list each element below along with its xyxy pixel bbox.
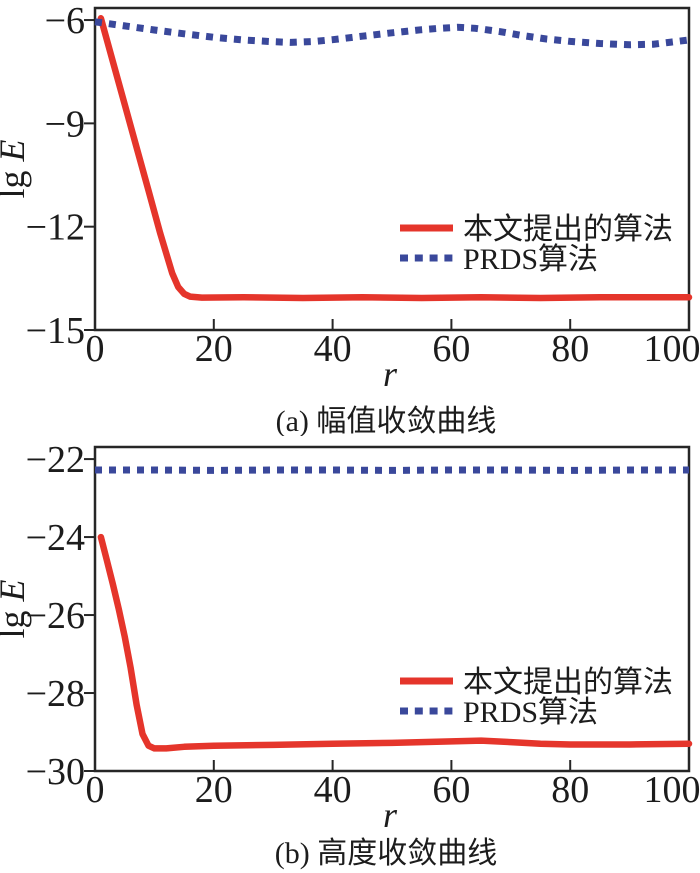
- x-axis-label: r: [383, 795, 398, 835]
- x-tick-label: 20: [195, 328, 233, 370]
- y-axis-label: lgE: [0, 579, 32, 638]
- y-tick-label: −24: [26, 517, 85, 559]
- height-convergence-chart: 0 20 40 60 80 100 −22 −24 −26 −28 −30 r lgE 本文提出的算法PR…: [0, 439, 700, 870]
- y-tick-label: −9: [45, 103, 85, 145]
- plot-border: [93, 6, 691, 332]
- x-tick-label: 80: [551, 769, 589, 811]
- figure-caption: (b) 高度收敛曲线: [275, 837, 497, 870]
- x-tick-label: 0: [86, 328, 105, 370]
- x-tick-label: 0: [86, 769, 105, 811]
- y-tick-label: −30: [26, 751, 85, 793]
- series-proposed-line: [97, 533, 693, 752]
- x-tick-label: 80: [551, 328, 589, 370]
- series-proposed-line: [97, 15, 693, 302]
- x-tick-label: 20: [195, 769, 233, 811]
- y-tick-label: −6: [45, 0, 85, 42]
- figure-caption: (a) 幅值收敛曲线: [276, 405, 497, 436]
- x-tick-label: 60: [432, 328, 470, 370]
- x-tick-label: 40: [314, 328, 352, 370]
- y-tick-label: −28: [26, 673, 85, 715]
- x-axis-label: r: [383, 354, 398, 394]
- y-tick-label: −12: [26, 207, 85, 249]
- x-tick-label: 100: [644, 769, 700, 811]
- plot-border: [93, 445, 691, 773]
- y-axis-label: lgE: [0, 139, 32, 198]
- x-tick-label: 60: [432, 769, 470, 811]
- legend-label: PRDS算法: [463, 696, 598, 729]
- y-tick-label: −15: [26, 310, 85, 352]
- y-tick-label: −26: [26, 595, 85, 637]
- legend-label: 本文提出的算法: [463, 666, 673, 699]
- x-tick-label: 40: [314, 769, 352, 811]
- series-prds-line: [94, 18, 690, 49]
- legend-label: PRDS算法: [463, 243, 598, 276]
- y-tick-label: −22: [26, 439, 85, 481]
- legend-label: 本文提出的算法: [463, 213, 673, 246]
- figure-panel-b: 0 20 40 60 80 100 −22 −24 −26 −28 −30 r lgE 本文提出的算法PR…: [0, 436, 700, 873]
- x-tick-label: 100: [644, 328, 700, 370]
